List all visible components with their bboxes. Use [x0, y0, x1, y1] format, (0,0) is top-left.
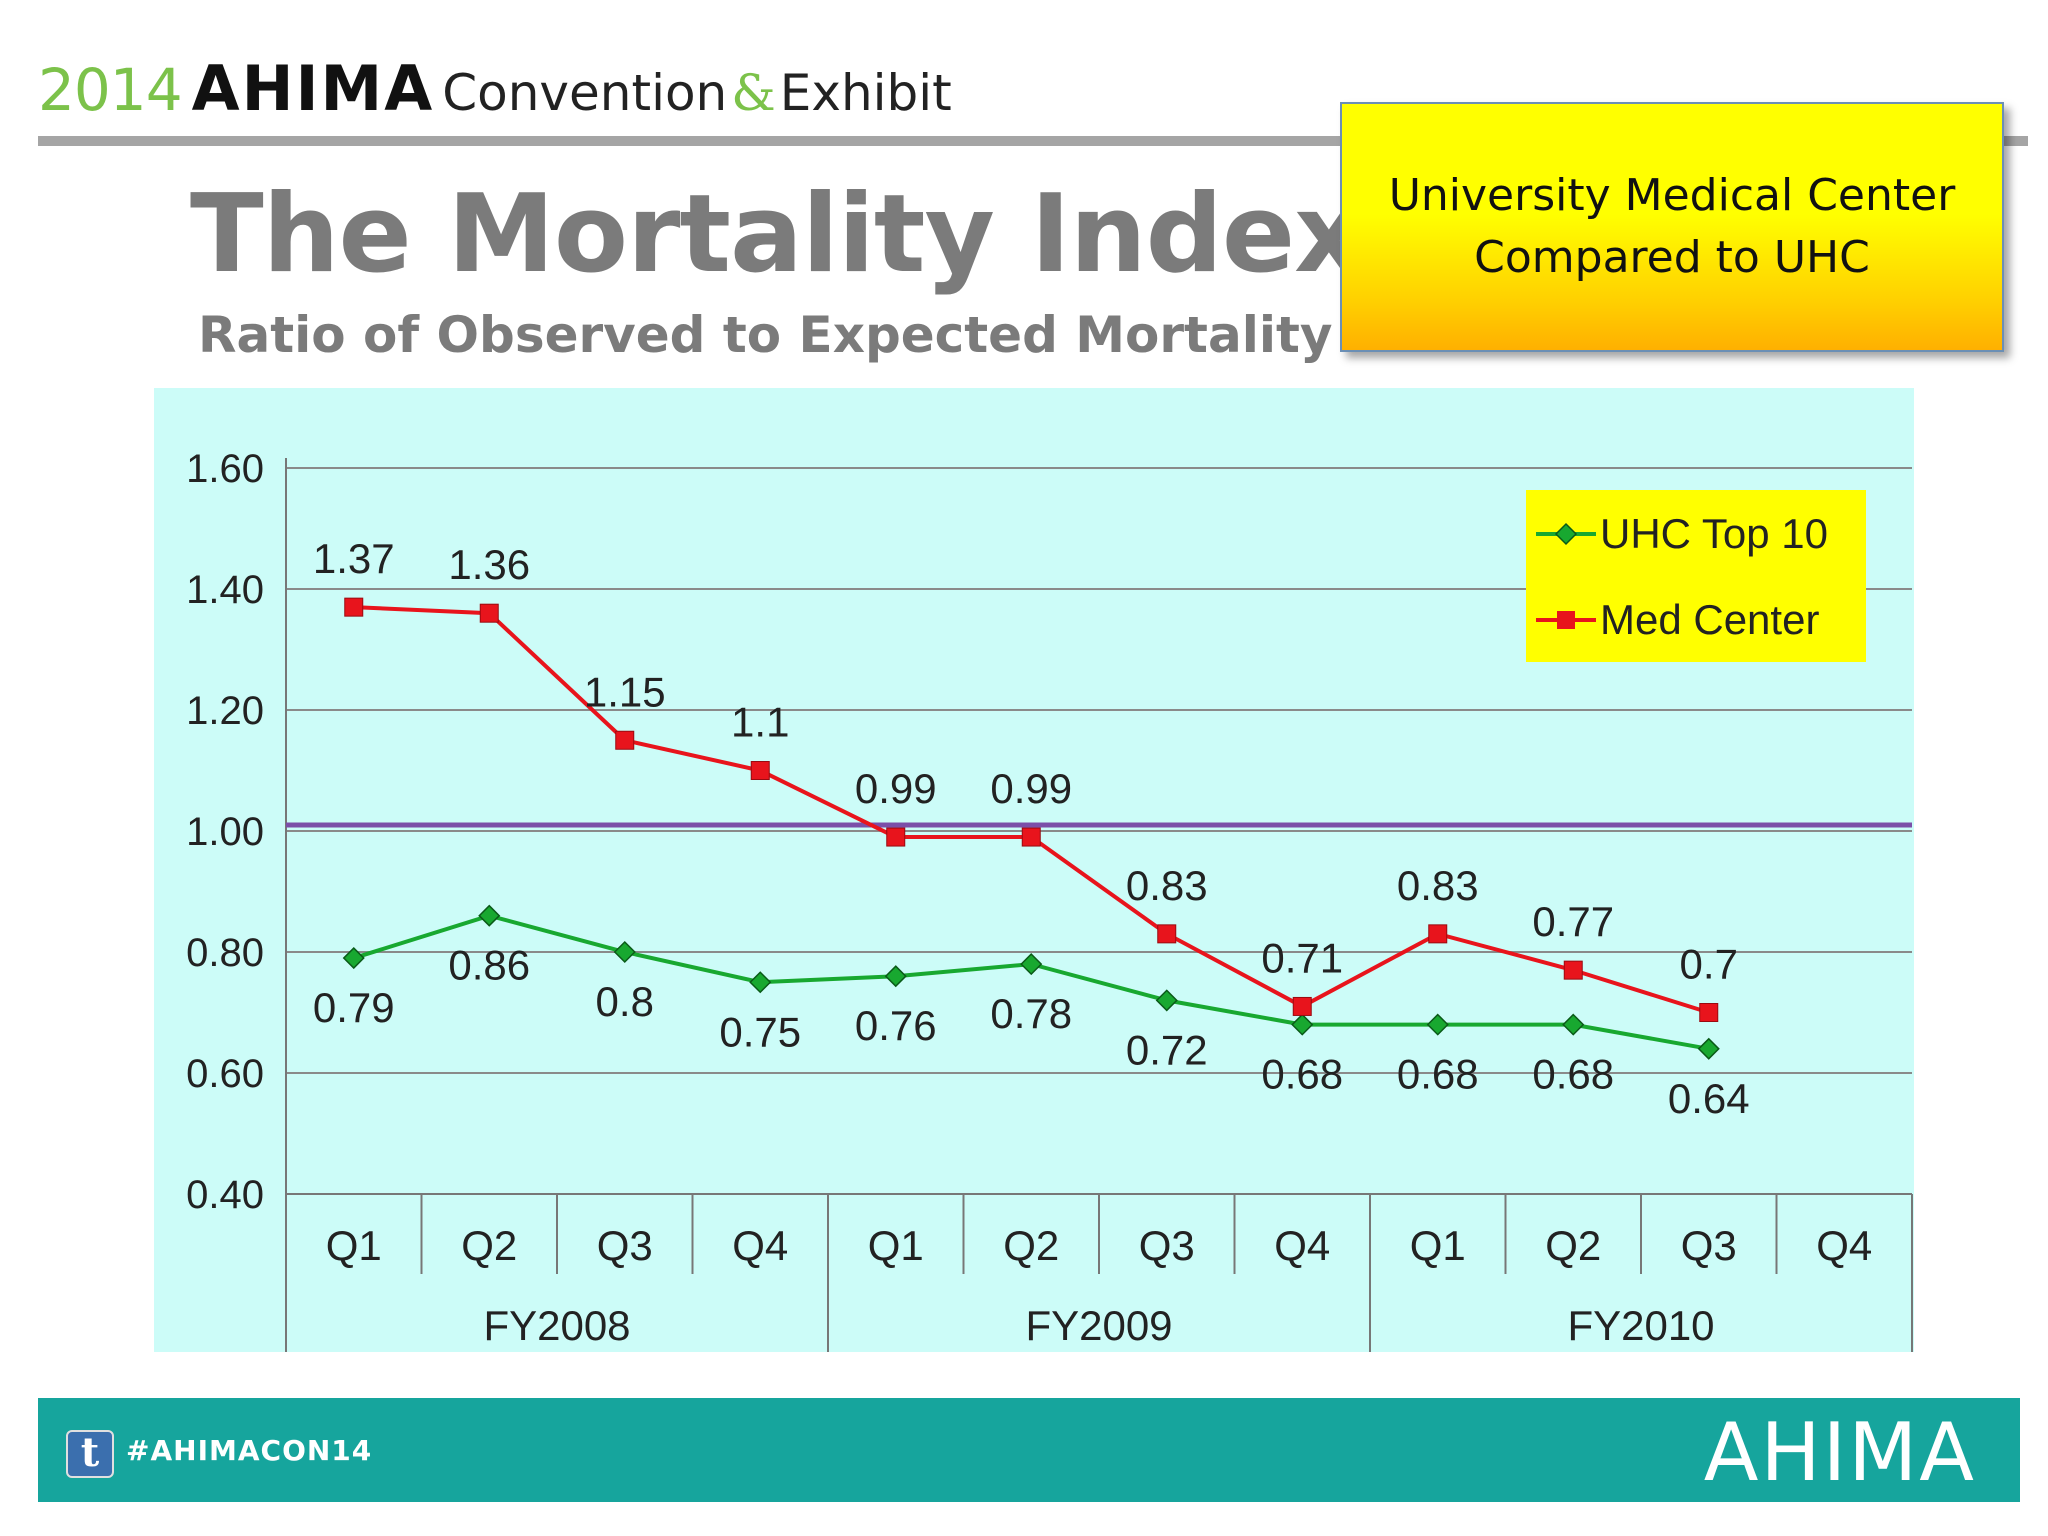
y-tick-label: 0.60	[186, 1052, 264, 1096]
slide-title: The Mortality Index:	[190, 172, 1406, 297]
banner-convention: Convention	[442, 64, 728, 122]
med-marker	[1563, 960, 1583, 980]
y-tick-label: 0.40	[186, 1173, 264, 1217]
med-data-label: 0.77	[1532, 898, 1614, 945]
slide-subtitle: Ratio of Observed to Expected Mortality	[198, 306, 1333, 364]
ahima-logo: AHIMA	[1703, 1406, 1976, 1499]
chart-area: 0.40 0.60 0.80 1.00 1.20 1.40 1.60 Q1 Q2 Q3 Q4 Q1 Q2…	[154, 388, 1914, 1352]
uhc-marker	[1697, 1037, 1720, 1060]
x-tick-label: Q2	[461, 1222, 517, 1269]
med-marker	[1292, 996, 1312, 1016]
x-group-label: FY2009	[1025, 1302, 1172, 1349]
med-data-label: 0.71	[1261, 934, 1343, 981]
uhc-marker	[884, 965, 907, 988]
uhc-marker	[1291, 1013, 1314, 1036]
uhc-marker	[342, 946, 365, 970]
x-tick-label: Q3	[1681, 1222, 1737, 1269]
uhc-data-label: 0.68	[1397, 1051, 1479, 1098]
uhc-data-label: 0.76	[855, 1002, 937, 1049]
y-tick-label: 0.80	[186, 931, 264, 975]
uhc-marker	[749, 971, 772, 994]
x-group-label: FY2010	[1567, 1302, 1714, 1349]
med-data-label: 0.99	[990, 765, 1072, 812]
event-banner: 2014 AHIMA Convention & Exhibit	[38, 52, 952, 125]
y-tick-label: 1.20	[186, 689, 264, 733]
x-tick-label: Q4	[1274, 1222, 1330, 1269]
med-data-label: 1.36	[448, 541, 530, 588]
mortality-line-chart: 0.40 0.60 0.80 1.00 1.20 1.40 1.60 Q1 Q2 Q3 Q4 Q1 Q2…	[186, 447, 1913, 1352]
med-data-label: 1.1	[731, 699, 789, 746]
uhc-data-label: 0.68	[1261, 1051, 1343, 1098]
legend-box	[1526, 490, 1866, 662]
med-marker	[1428, 924, 1448, 944]
x-group-label: FY2008	[483, 1302, 630, 1349]
legend-med-marker	[1557, 611, 1575, 629]
uhc-marker	[613, 940, 636, 964]
callout-box: University Medical Center Compared to UH…	[1340, 102, 2004, 352]
header-divider	[38, 136, 2028, 146]
uhc-data-label: 0.79	[313, 984, 395, 1031]
banner-org: AHIMA	[191, 52, 435, 125]
x-tick-label: Q3	[1139, 1222, 1195, 1269]
uhc-marker	[478, 904, 501, 927]
uhc-data-label: 0.75	[719, 1008, 801, 1055]
med-data-label: 0.83	[1397, 862, 1479, 909]
uhc-data-label: 0.78	[990, 990, 1072, 1037]
med-data-label: 0.7	[1680, 941, 1738, 988]
x-tick-label: Q2	[1545, 1222, 1601, 1269]
callout-line-2: Compared to UHC	[1474, 232, 1870, 283]
uhc-data-label: 0.72	[1126, 1026, 1208, 1073]
twitter-icon[interactable]: t	[66, 1430, 114, 1478]
legend-uhc-label: UHC Top 10	[1600, 510, 1828, 557]
med-marker	[479, 603, 499, 623]
uhc-marker	[1562, 1013, 1585, 1036]
med-marker	[1699, 1003, 1719, 1022]
med-marker	[1157, 924, 1177, 944]
med-marker	[886, 827, 906, 847]
med-data-label: 0.83	[1126, 862, 1208, 909]
uhc-marker	[1155, 989, 1178, 1012]
uhc-data-label: 0.68	[1532, 1051, 1614, 1098]
callout-line-1: University Medical Center	[1388, 170, 1956, 221]
x-tick-label: Q1	[326, 1222, 382, 1269]
uhc-marker	[1020, 953, 1043, 976]
med-marker	[1021, 827, 1041, 847]
med-data-label: 0.99	[855, 765, 937, 812]
med-marker	[615, 730, 635, 750]
uhc-data-label: 0.64	[1668, 1075, 1750, 1122]
x-tick-label: Q3	[597, 1222, 653, 1269]
uhc-marker	[1426, 1013, 1449, 1036]
uhc-data-label: 0.86	[448, 942, 530, 989]
footer-bar: t #AHIMACON14 AHIMA	[38, 1398, 2020, 1502]
hashtag[interactable]: #AHIMACON14	[126, 1434, 373, 1467]
banner-ampersand: &	[731, 64, 776, 122]
x-tick-label: Q4	[732, 1222, 788, 1269]
banner-year: 2014	[38, 56, 183, 124]
med-marker	[344, 597, 364, 617]
x-tick-label: Q1	[868, 1222, 924, 1269]
uhc-data-label: 0.8	[596, 978, 654, 1025]
x-tick-label: Q1	[1410, 1222, 1466, 1269]
legend-med-label: Med Center	[1600, 596, 1819, 643]
y-tick-label: 1.60	[186, 447, 264, 491]
x-tick-label: Q2	[1003, 1222, 1059, 1269]
y-tick-label: 1.00	[186, 810, 264, 854]
med-data-label: 1.37	[313, 535, 395, 582]
banner-exhibit: Exhibit	[779, 64, 952, 122]
x-tick-label: Q4	[1816, 1222, 1872, 1269]
med-data-label: 1.15	[584, 668, 666, 715]
med-marker	[750, 761, 770, 780]
y-tick-label: 1.40	[186, 568, 264, 612]
legend-uhc-marker	[1554, 522, 1578, 546]
